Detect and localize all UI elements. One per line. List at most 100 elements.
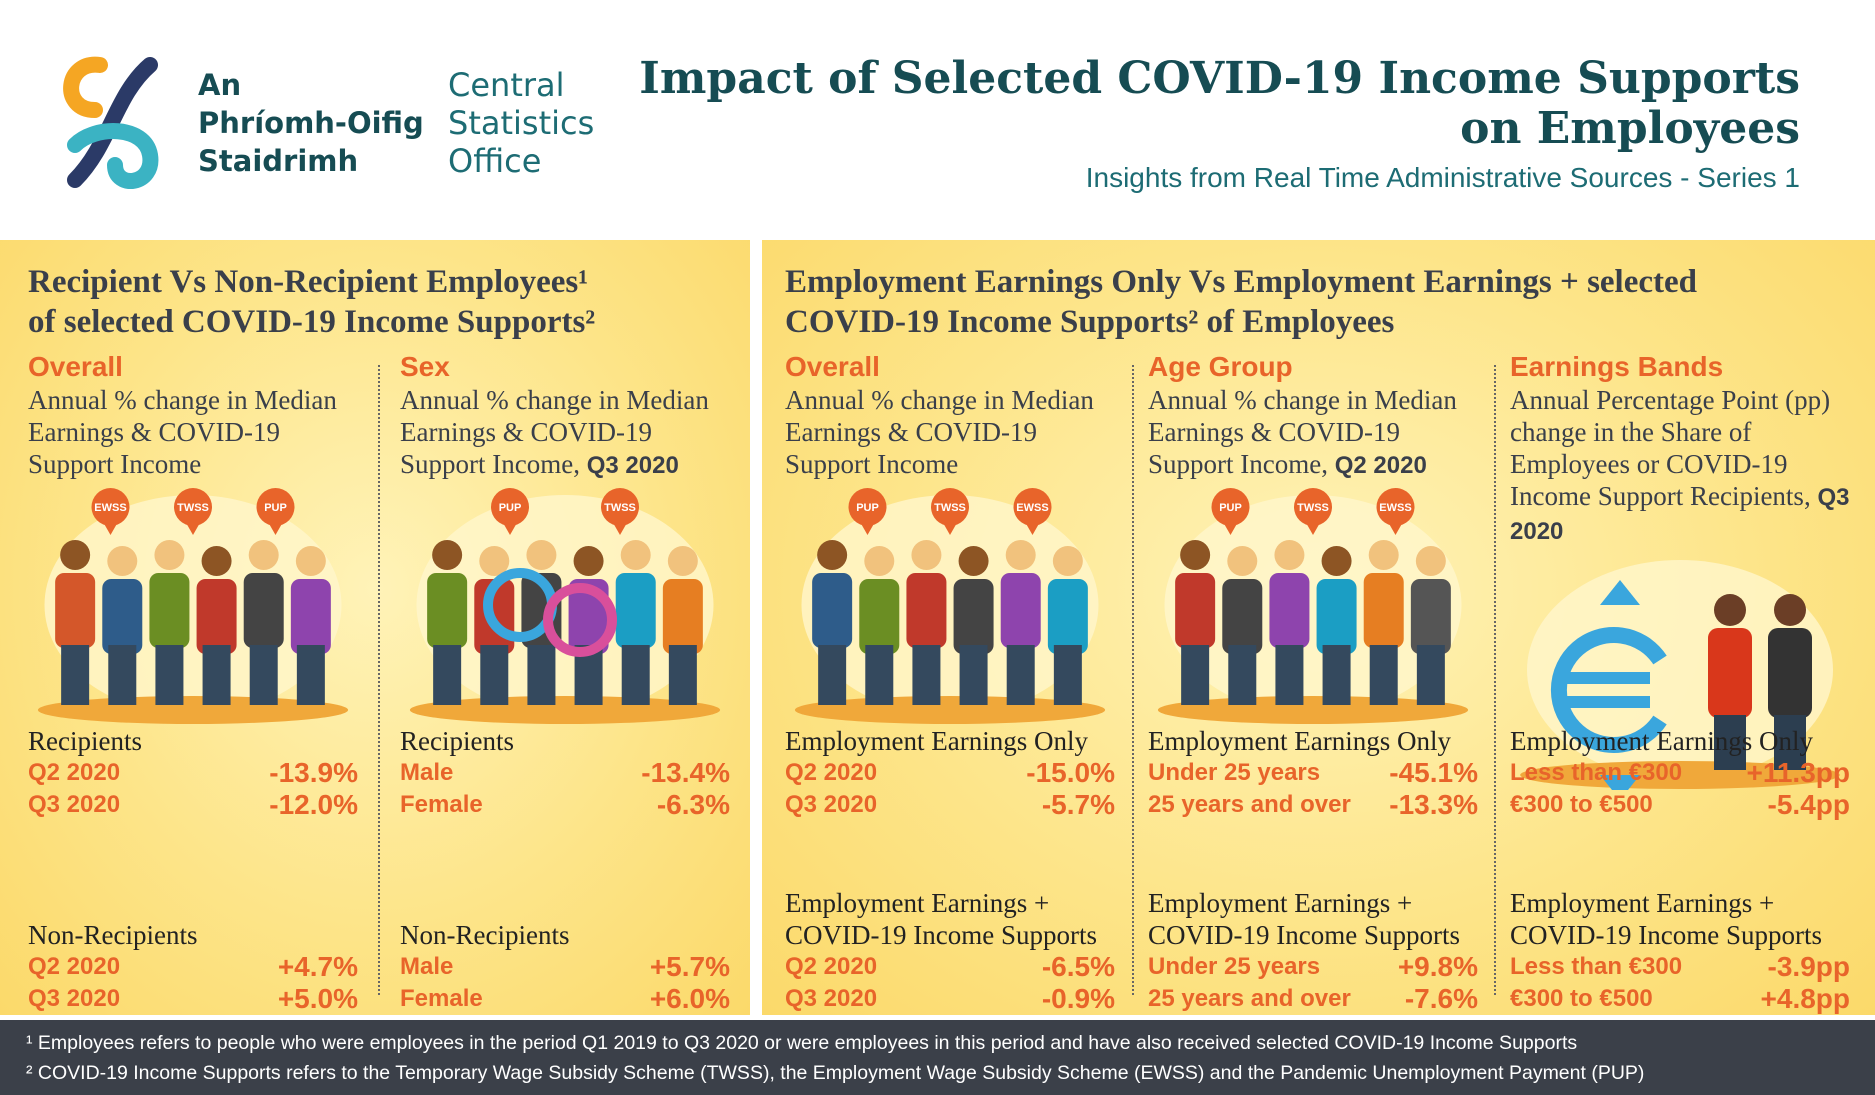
- description-text: Annual % change in Median Earnings & COV…: [28, 385, 337, 479]
- pin: [1376, 488, 1415, 526]
- pin: [256, 488, 295, 526]
- separator: [1132, 365, 1134, 995]
- pin-tip: [502, 521, 518, 535]
- shadow: [1520, 761, 1840, 789]
- person-legs: [202, 645, 231, 705]
- row-label: Q2 2020: [785, 953, 878, 980]
- pin-label: EWSS: [1379, 502, 1411, 514]
- euro-icon: [1550, 627, 1667, 753]
- description-text: Annual % change in Median Earnings & COV…: [400, 385, 709, 479]
- group: Non-Recipients Male +5.7% Female +6.0%: [400, 919, 730, 1015]
- pin-tip: [102, 521, 119, 535]
- group-label: Employment Earnings Only: [1148, 726, 1451, 756]
- pin-tip: [1024, 521, 1041, 535]
- pin-label: PUP: [264, 502, 287, 514]
- person-body: [290, 579, 331, 654]
- row-value: -13.4%: [641, 757, 730, 788]
- pin-label: TWSS: [1297, 502, 1329, 514]
- group: Employment Earnings + COVID-19 Income Su…: [785, 887, 1115, 1015]
- row-label: Q3 2020: [785, 791, 878, 818]
- person-head: [1714, 594, 1746, 626]
- heading-line: COVID-19 Income Supports² of Employees: [785, 304, 1395, 340]
- logo-line: Staidrimh: [198, 144, 359, 178]
- person-legs: [1369, 645, 1398, 705]
- person-body: [102, 579, 143, 654]
- row-label: Q2 2020: [28, 953, 121, 980]
- row: Under 25 years +9.8%: [1148, 951, 1478, 983]
- person-head: [107, 546, 138, 576]
- description-text: Annual % change in Median Earnings & COV…: [1148, 385, 1457, 479]
- separator: [378, 365, 380, 995]
- row-label: Less than €300: [1510, 759, 1683, 786]
- row: €300 to €500 +4.8pp: [1510, 983, 1850, 1015]
- row-value: -13.9%: [269, 757, 358, 788]
- person-head: [1274, 540, 1305, 570]
- person-body: [1316, 579, 1357, 654]
- row-label: Q3 2020: [28, 791, 121, 818]
- person-legs: [155, 645, 184, 705]
- logo-line: An: [198, 68, 242, 102]
- row-value: -6.5%: [1041, 951, 1115, 982]
- row: Male +5.7%: [400, 951, 730, 983]
- person-head: [1368, 540, 1399, 570]
- person-legs: [1006, 645, 1035, 705]
- person-legs: [912, 645, 941, 705]
- title-line: on Employees: [1460, 103, 1800, 154]
- person-head: [1005, 540, 1036, 570]
- pin-tip: [185, 521, 201, 535]
- euro-bar: [1565, 672, 1650, 684]
- row: Q3 2020 +5.0%: [28, 983, 358, 1015]
- glow: [1527, 560, 1833, 780]
- pin: [1013, 488, 1052, 526]
- pin-label: PUP: [856, 502, 879, 514]
- person-head: [479, 546, 510, 576]
- person-legs: [480, 645, 509, 705]
- pin-tip: [1222, 521, 1239, 535]
- row-label: €300 to €500: [1510, 791, 1653, 818]
- row-label: Male: [400, 953, 454, 980]
- panel: Overall Annual % change in Median Earning…: [785, 350, 1115, 1015]
- pin-tip: [612, 521, 628, 535]
- row-value: -0.9%: [1041, 983, 1115, 1014]
- row-value: -45.1%: [1389, 757, 1478, 788]
- person-head: [1227, 546, 1258, 576]
- description-text: Annual % change in Median Earnings & COV…: [785, 385, 1094, 479]
- row-value: -15.0%: [1026, 757, 1115, 788]
- footnote: ¹ Employees refers to people who were em…: [26, 1032, 1578, 1054]
- pin-label: PUP: [1219, 502, 1242, 514]
- person-body: [1000, 573, 1041, 648]
- pin-label: TWSS: [177, 502, 209, 514]
- person-head: [1321, 546, 1352, 576]
- row: Q2 2020 -15.0%: [785, 757, 1115, 789]
- person-head: [817, 540, 848, 570]
- row-value: -5.7%: [1041, 789, 1115, 820]
- description-bold: Q2 2020: [1334, 452, 1427, 479]
- illustration: EWSS TWSS PUP: [37, 488, 349, 724]
- footnote: ² COVID-19 Income Supports refers to the…: [26, 1062, 1645, 1084]
- person-head: [526, 540, 557, 570]
- person-legs: [249, 645, 278, 705]
- row-label: Under 25 years: [1148, 759, 1321, 786]
- person-head: [1774, 594, 1806, 626]
- row-value: +5.0%: [277, 983, 358, 1014]
- row: Q2 2020 -6.5%: [785, 951, 1115, 983]
- logo-line: Phríomh-Oifig: [198, 106, 424, 140]
- title: Impact of Selected COVID-19 Income Suppo…: [639, 54, 1800, 154]
- subtitle: Insights from Real Time Administrative S…: [1085, 162, 1800, 193]
- panel: Overall Annual % change in Median Earning…: [28, 350, 358, 1015]
- row-value: -5.4pp: [1767, 789, 1850, 820]
- panel-title: Sex: [400, 351, 450, 382]
- arrow-up: [1600, 580, 1640, 605]
- pin: [91, 488, 130, 526]
- person-body: [55, 573, 96, 648]
- section-heading: Employment Earnings Only Vs Employment E…: [785, 262, 1697, 342]
- row-value: +4.8pp: [1760, 983, 1850, 1014]
- group-label: Recipients: [400, 726, 514, 756]
- panel-description: Annual % change in Median Earnings & COV…: [28, 384, 358, 480]
- group: Employment Earnings + COVID-19 Income Su…: [1148, 887, 1478, 1015]
- group-label: Employment Earnings + COVID-19 Income Su…: [1148, 888, 1460, 950]
- person-body: [953, 579, 994, 654]
- pin: [931, 488, 969, 526]
- row: Female +6.0%: [400, 983, 730, 1015]
- euro-bar: [1565, 696, 1650, 708]
